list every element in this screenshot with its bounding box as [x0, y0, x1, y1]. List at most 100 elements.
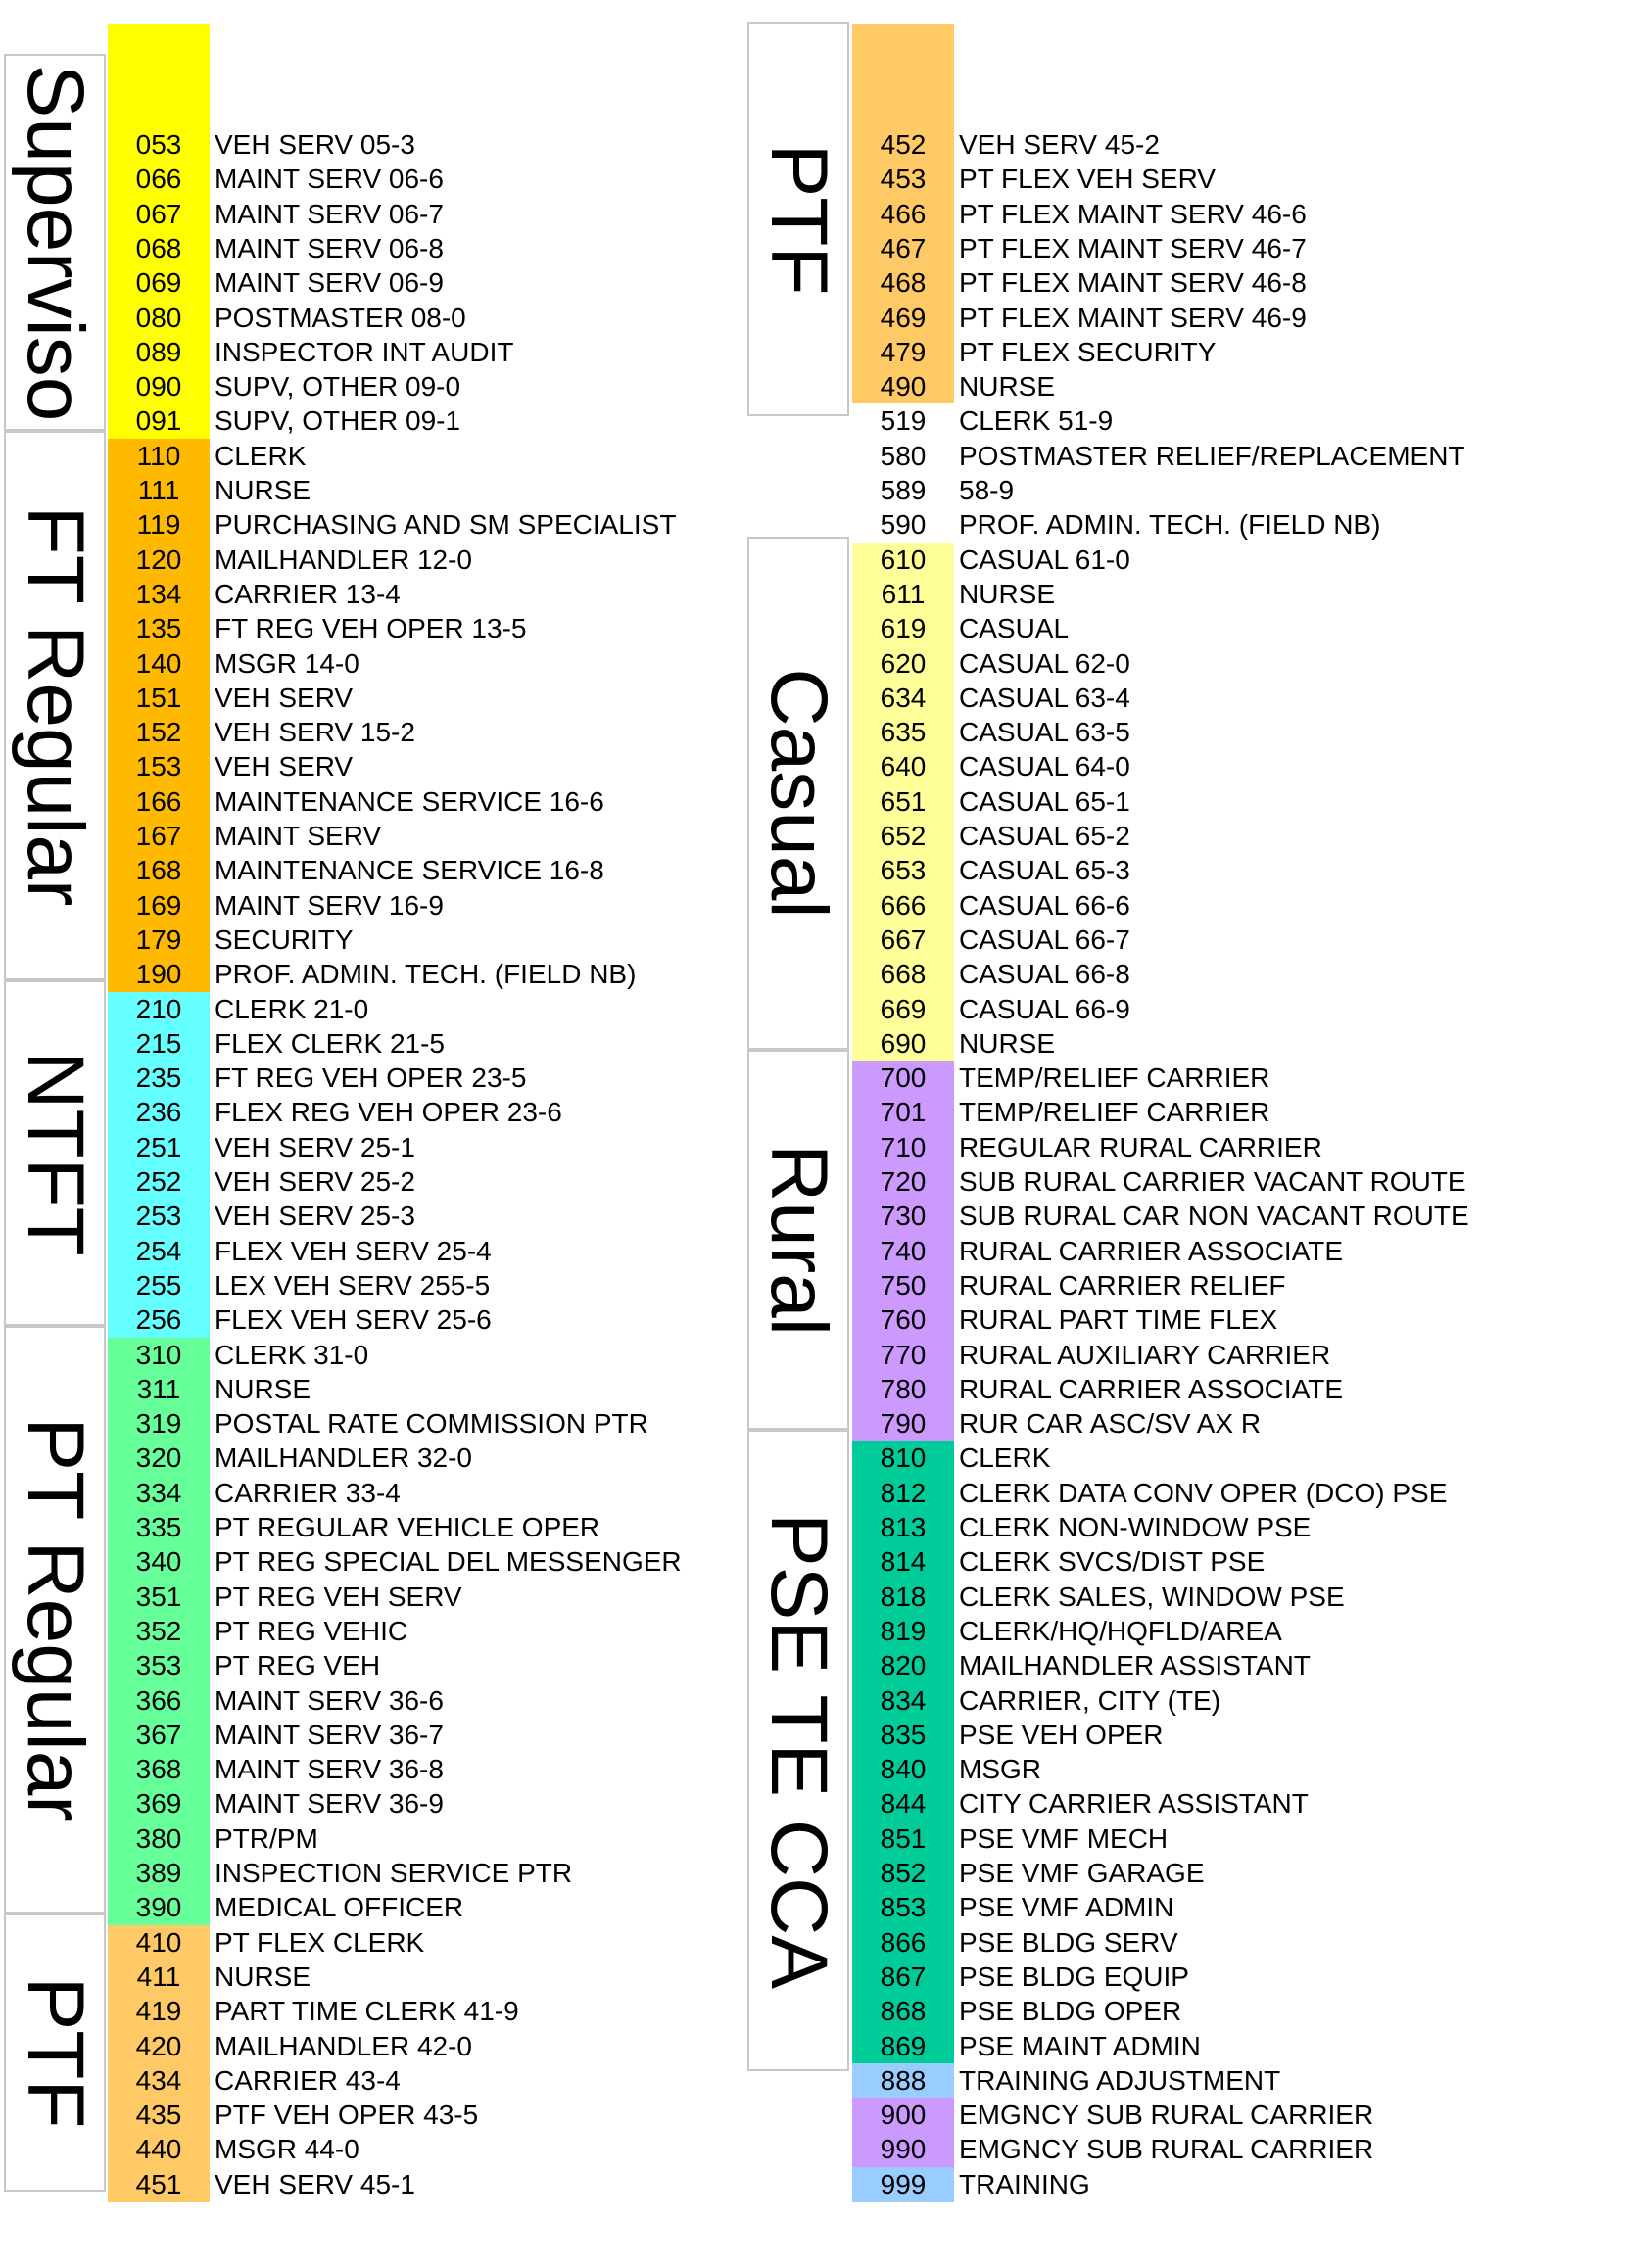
designation-code: 334	[135, 1477, 182, 1508]
designation-code: 468	[880, 267, 927, 299]
designation-code: 080	[135, 302, 182, 333]
designation-code: 810	[880, 1442, 927, 1474]
color-cell	[852, 1856, 954, 1891]
code-row: 068 MAINT SERV 06-8	[108, 231, 774, 265]
code-row: 319 POSTAL RATE COMMISSION PTR	[108, 1406, 774, 1441]
designation-code: 340	[135, 1546, 182, 1578]
designation-code: 653	[880, 855, 927, 886]
color-cell	[852, 2098, 954, 2133]
code-row: 091 SUPV, OTHER 09-1	[108, 403, 774, 438]
color-cell	[852, 1475, 954, 1511]
code-row: 367 MAINT SERV 36-7	[108, 1718, 774, 1752]
code-row: 701 TEMP/RELIEF CARRIER	[852, 1095, 1518, 1129]
designation-description: CASUAL 64-0	[959, 751, 1130, 782]
designation-description: NURSE	[215, 1961, 311, 1992]
designation-code: 610	[880, 543, 927, 575]
designation-code: 853	[880, 1892, 927, 1923]
code-row: 619 CASUAL	[852, 611, 1518, 645]
color-cell	[852, 196, 954, 232]
designation-description: CASUAL 66-6	[959, 889, 1130, 921]
code-row: 819 CLERK/HQ/HQFLD/AREA	[852, 1614, 1518, 1648]
code-row: 479 PT FLEX SECURITY	[852, 335, 1518, 369]
code-row: 179 SECURITY	[108, 922, 774, 957]
code-row: 166 MAINTENANCE SERVICE 16-6	[108, 784, 774, 819]
code-row: 340 PT REG SPECIAL DEL MESSENGER	[108, 1544, 774, 1579]
code-row: 668 CASUAL 66-8	[852, 957, 1518, 991]
designation-description: SUPV, OTHER 09-0	[215, 371, 461, 402]
color-cell	[852, 265, 954, 302]
designation-code: 819	[880, 1615, 927, 1646]
designation-description: PT FLEX MAINT SERV 46-9	[959, 302, 1307, 333]
code-row: 235 FT REG VEH OPER 23-5	[108, 1061, 774, 1095]
designation-code: 254	[135, 1235, 182, 1266]
designation-description: SUPV, OTHER 09-1	[215, 405, 461, 437]
designation-description: CARRIER 43-4	[215, 2064, 401, 2096]
color-cell	[108, 473, 210, 508]
color-cell	[108, 1579, 210, 1615]
code-row: 190 PROF. ADMIN. TECH. (FIELD NB)	[108, 957, 774, 991]
color-cell	[852, 1648, 954, 1684]
designation-code: 835	[880, 1719, 927, 1750]
designation-description: SUB RURAL CAR NON VACANT ROUTE	[959, 1201, 1469, 1232]
code-row: 411 NURSE	[108, 1960, 774, 1994]
code-row: 435 PTF VEH OPER 43-5	[108, 2098, 774, 2132]
designation-description: MAINT SERV 06-9	[215, 267, 444, 299]
designation-description: MAINT SERV 06-7	[215, 198, 444, 229]
designation-code: 089	[135, 336, 182, 367]
designation-description: CLERK DATA CONV OPER (DCO) PSE	[959, 1477, 1448, 1508]
designation-description: INSPECTOR INT AUDIT	[215, 336, 514, 367]
code-row: 366 MAINT SERV 36-6	[108, 1683, 774, 1718]
designation-code: 619	[880, 613, 927, 644]
color-cell	[852, 1613, 954, 1649]
designation-code: 690	[880, 1027, 927, 1059]
designation-description: MAINTENANCE SERVICE 16-8	[215, 855, 604, 886]
designation-description: VEH SERV 25-1	[215, 1131, 415, 1162]
designation-description: MAINT SERV 36-8	[215, 1754, 444, 1785]
designation-description: MAINT SERV 16-9	[215, 889, 444, 921]
designation-description: PROF. ADMIN. TECH. (FIELD NB)	[959, 509, 1381, 541]
designation-code: 652	[880, 821, 927, 851]
code-row: 634 CASUAL 63-4	[852, 681, 1518, 715]
designation-code: 236	[135, 1097, 182, 1128]
color-cell	[852, 369, 954, 404]
code-row: 369 MAINT SERV 36-9	[108, 1786, 774, 1820]
designation-description: MAINT SERV 06-6	[215, 164, 444, 195]
color-cell	[852, 473, 954, 508]
designation-description: NURSE	[959, 578, 1056, 609]
code-row: 760 RURAL PART TIME FLEX	[852, 1302, 1518, 1337]
designation-description: PT FLEX VEH SERV	[959, 164, 1216, 195]
code-row: 840 MSGR	[852, 1752, 1518, 1786]
code-row: 653 CASUAL 65-3	[852, 853, 1518, 887]
color-cell	[108, 2098, 210, 2133]
code-row: 990 EMGNCY SUB RURAL CARRIER	[852, 2132, 1518, 2166]
code-row: 700 TEMP/RELIEF CARRIER	[852, 1061, 1518, 1095]
color-cell	[852, 1994, 954, 2030]
color-cell	[852, 783, 954, 820]
designation-code: 255	[135, 1269, 182, 1300]
designation-code: 453	[880, 164, 927, 195]
color-cell	[852, 438, 954, 474]
designation-description: VEH SERV 25-2	[215, 1166, 415, 1197]
code-row: 770 RURAL AUXILIARY CARRIER	[852, 1338, 1518, 1372]
category-label: NTFT	[11, 1050, 100, 1256]
code-row: 066 MAINT SERV 06-6	[108, 162, 774, 196]
code-row: 610 CASUAL 61-0	[852, 543, 1518, 577]
color-cell	[852, 1579, 954, 1615]
code-row: 468 PT FLEX MAINT SERV 46-8	[852, 265, 1518, 300]
color-cell	[108, 1510, 210, 1545]
designation-description: PT FLEX MAINT SERV 46-7	[959, 232, 1307, 263]
designation-description: FLEX VEH SERV 25-6	[215, 1304, 492, 1336]
designation-code: 669	[880, 993, 927, 1024]
designation-description: PART TIME CLERK 41-9	[215, 1996, 519, 2027]
code-row: 353 PT REG VEH	[108, 1648, 774, 1682]
code-row: 434 CARRIER 43-4	[108, 2063, 774, 2098]
color-cell	[108, 1406, 210, 1441]
code-row: 111 NURSE	[108, 473, 774, 507]
designation-description: PSE VMF GARAGE	[959, 1858, 1205, 1888]
designation-description: MAILHANDLER ASSISTANT	[959, 1650, 1311, 1681]
code-row: 750 RURAL CARRIER RELIEF	[852, 1268, 1518, 1302]
color-cell	[108, 921, 210, 958]
designation-code: 710	[880, 1131, 927, 1162]
designation-code: 720	[880, 1166, 927, 1197]
code-row: 053 VEH SERV 05-3	[108, 127, 774, 162]
